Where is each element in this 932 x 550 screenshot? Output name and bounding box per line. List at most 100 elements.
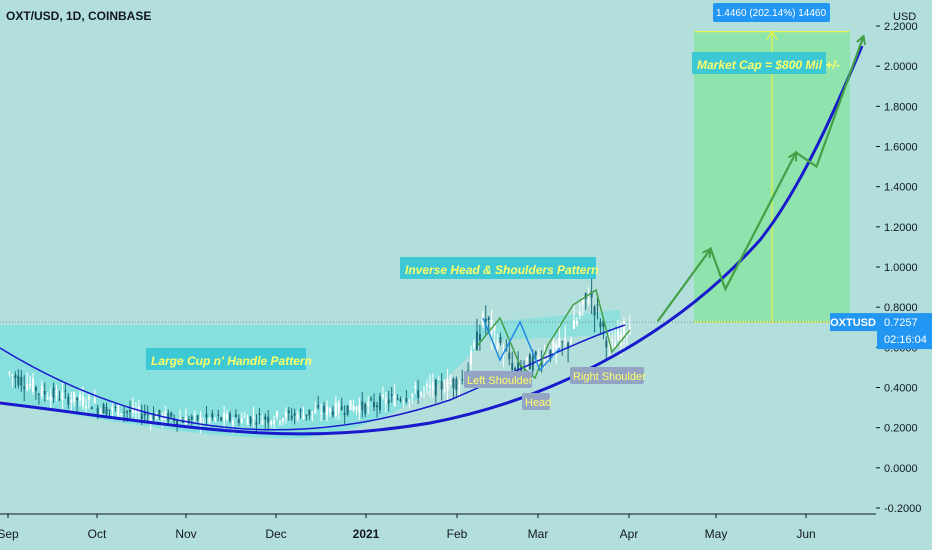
candle-body: [293, 413, 296, 416]
candle-body: [511, 363, 514, 371]
candle-body: [82, 396, 84, 407]
candle-body: [190, 416, 193, 420]
x-tick-label: Nov: [175, 527, 196, 541]
candle-body: [564, 339, 567, 341]
candle-body: [158, 409, 161, 416]
candle-body: [358, 405, 361, 413]
candle-body: [408, 399, 411, 402]
candle-body: [211, 413, 214, 418]
candle-body: [134, 410, 137, 413]
candle-body: [255, 422, 258, 425]
candle-body: [470, 350, 473, 365]
candle-body: [267, 416, 270, 423]
candle-body: [290, 415, 293, 419]
x-tick-label: Feb: [447, 527, 468, 541]
candle-body: [555, 344, 558, 350]
candle-body: [552, 341, 555, 356]
candle-body: [243, 416, 246, 418]
measure-tooltip-box: [713, 3, 830, 22]
candle-body: [73, 391, 76, 403]
candle-body: [278, 421, 281, 423]
candle-body: [302, 414, 305, 419]
candle-body: [102, 404, 105, 414]
candle-body: [131, 406, 134, 413]
candle-body: [558, 337, 561, 348]
candle-body: [596, 304, 599, 306]
head-label-box: [522, 393, 550, 410]
candle-body: [452, 378, 455, 389]
candle-body: [340, 406, 343, 410]
candle-body: [417, 390, 420, 398]
candle-body: [149, 416, 152, 421]
candle-body: [614, 343, 617, 349]
candle-body: [399, 399, 402, 401]
candle-body: [484, 318, 487, 322]
candle-body: [473, 342, 476, 348]
candle-body: [478, 334, 481, 341]
candle-body: [37, 393, 40, 395]
y-tick-label: 1.4000: [884, 182, 918, 194]
x-tick-label: Apr: [620, 527, 639, 541]
ihs-pattern-label: Inverse Head & Shoulders Pattern: [400, 257, 598, 279]
candle-body: [390, 394, 393, 396]
candle-body: [434, 379, 437, 396]
candle-body: [299, 410, 302, 412]
candle-body: [493, 325, 496, 331]
y-tick-label: 0.0000: [884, 463, 918, 475]
candle-body: [146, 414, 149, 416]
market-cap-label-text: Market Cap = $800 Mil +/-: [697, 58, 840, 72]
right-shoulder-label: Right Shoulder: [570, 367, 646, 384]
candle-body: [308, 409, 311, 416]
x-tick-label: 2021: [353, 527, 380, 541]
candle-body: [355, 406, 358, 410]
candle-body: [317, 405, 320, 408]
candle-body: [517, 362, 520, 372]
candle-body: [625, 333, 628, 337]
candle-body: [581, 297, 584, 305]
candle-body: [505, 349, 508, 351]
candle-body: [446, 378, 449, 391]
candle-body: [323, 405, 326, 412]
candle-body: [370, 398, 373, 400]
candle-body: [593, 306, 596, 316]
candle-body: [411, 393, 414, 397]
candle-body: [220, 417, 223, 421]
candle-body: [120, 413, 123, 416]
candle-body: [437, 378, 440, 380]
candle-body: [296, 414, 299, 420]
candle-body: [14, 375, 17, 379]
candle-body: [231, 420, 234, 425]
candle-body: [349, 400, 352, 411]
candle-body: [590, 291, 593, 298]
candle-body: [43, 391, 46, 395]
candle-body: [352, 405, 355, 411]
candle-body: [490, 319, 493, 335]
projection-path: [656, 35, 865, 322]
candle-body: [337, 402, 340, 413]
candle-body: [155, 415, 158, 420]
candle-body: [229, 413, 231, 421]
candle-body: [499, 336, 502, 343]
candle-body: [396, 398, 399, 400]
cup-pattern-fill: [0, 325, 490, 439]
left-shoulder-label-box: [464, 371, 532, 388]
ihs-pattern-label-text: Inverse Head & Shoulders Pattern: [405, 263, 598, 277]
candle-body: [202, 421, 205, 423]
candle-body: [540, 361, 543, 366]
candle-body: [425, 384, 428, 387]
last-price-countdown: 02:16:04: [884, 334, 927, 346]
candle-body: [187, 419, 190, 423]
candle-body: [361, 401, 364, 411]
candle-body: [105, 407, 108, 415]
parabolic-support-curve: [0, 45, 864, 436]
y-tick-label: 1.6000: [884, 142, 918, 154]
ticker-tag-box: [830, 313, 877, 332]
candle-body: [520, 366, 523, 373]
candle-body: [496, 342, 499, 350]
candle-body: [258, 413, 261, 415]
candle-body: [458, 384, 461, 388]
market-cap-label-box: [692, 52, 826, 74]
y-tick-label: 2.0000: [884, 61, 918, 73]
candle-body: [622, 321, 625, 339]
